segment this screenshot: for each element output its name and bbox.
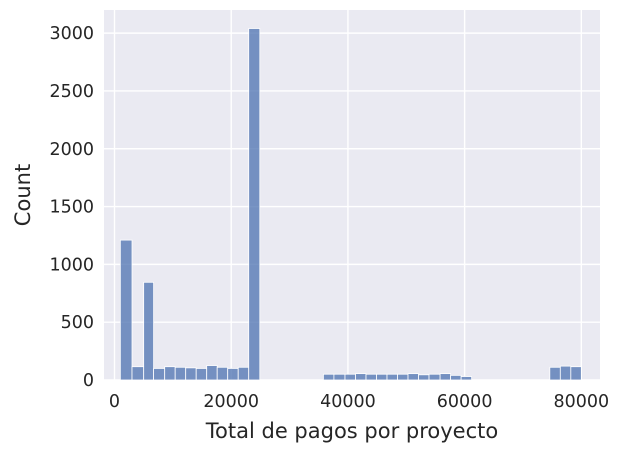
x-tick-label: 60000	[437, 392, 493, 412]
x-tick-label: 80000	[553, 392, 609, 412]
histogram-bar	[439, 373, 452, 381]
histogram-bar	[559, 365, 572, 381]
histogram-bar	[195, 368, 208, 381]
plot-area	[104, 10, 600, 380]
y-gridlines	[104, 32, 600, 381]
x-gridlines	[113, 10, 583, 380]
y-tick-label: 2000	[49, 140, 94, 160]
histogram-bar	[460, 376, 473, 381]
y-tick-label: 2500	[49, 82, 94, 102]
histogram-bar	[450, 374, 462, 381]
x-tick-label: 0	[109, 392, 120, 412]
histogram-bar	[323, 373, 335, 381]
histogram-bar	[397, 373, 409, 381]
histogram-bar	[549, 366, 561, 381]
histogram-bar	[333, 373, 346, 381]
histogram-bar	[227, 368, 239, 381]
histogram-bar	[206, 365, 218, 381]
histogram-bar	[407, 373, 419, 381]
y-tick-label: 500	[61, 313, 94, 333]
histogram-bar	[216, 366, 229, 381]
y-tick-label: 0	[83, 371, 94, 391]
y-axis-label: Count	[11, 164, 35, 226]
histogram-bar	[185, 367, 197, 381]
y-tick-labels: 0 500 1000 1500 2000 2500 3000	[49, 24, 94, 391]
histogram-bar	[248, 28, 261, 381]
histogram-bar	[386, 373, 398, 381]
histogram-bar	[174, 366, 187, 381]
histogram-bar	[355, 373, 367, 381]
histogram-bar	[570, 366, 582, 381]
histogram-bar	[119, 239, 133, 381]
histogram-bar	[153, 368, 166, 381]
histogram-bar	[418, 374, 430, 381]
histogram-bar	[164, 366, 176, 381]
y-tick-label: 1000	[49, 255, 94, 275]
histogram-bar	[131, 366, 145, 381]
histogram-bar	[376, 373, 388, 381]
x-axis-label: Total de pagos por proyecto	[205, 419, 498, 443]
x-tick-label: 40000	[320, 392, 376, 412]
histogram-bar	[237, 366, 250, 381]
histogram-bar	[428, 373, 441, 381]
histogram-bar	[365, 373, 377, 381]
x-tick-label: 20000	[203, 392, 259, 412]
y-tick-label: 3000	[49, 24, 94, 44]
y-tick-label: 1500	[49, 198, 94, 218]
x-tick-labels: 0 20000 40000 60000 80000	[109, 392, 609, 412]
histogram-bar	[143, 281, 154, 381]
histogram-bar	[344, 373, 356, 381]
histogram-bars	[119, 28, 582, 381]
